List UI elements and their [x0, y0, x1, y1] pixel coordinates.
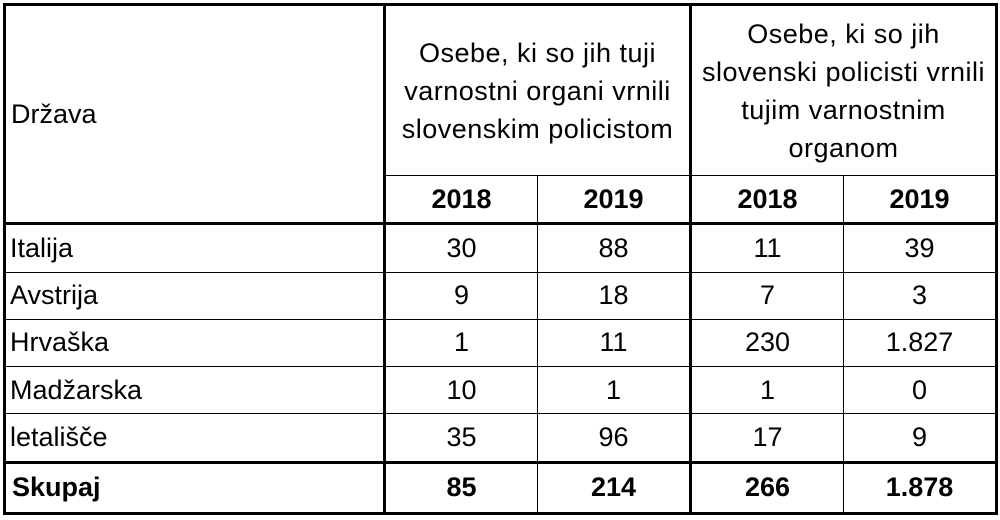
value-cell: 230: [690, 318, 845, 368]
total-row: Skupaj 85 214 266 1.878: [3, 460, 999, 516]
value-cell: 10: [384, 366, 538, 415]
total-value-cell: 214: [536, 460, 693, 516]
country-cell: Italija: [3, 223, 386, 273]
value-cell: 0: [843, 366, 999, 415]
year-header: 2018: [384, 174, 538, 226]
country-cell: Avstrija: [3, 271, 386, 320]
total-value-cell: 85: [384, 460, 538, 516]
value-cell: 9: [384, 271, 538, 320]
value-cell: 18: [536, 271, 693, 320]
value-cell: 1: [690, 366, 845, 415]
value-cell: 11: [690, 223, 845, 273]
year-header: 2019: [536, 174, 693, 226]
year-header: 2019: [843, 174, 999, 226]
value-cell: 3: [843, 271, 999, 320]
country-cell: Hrvaška: [3, 318, 386, 368]
country-cell: letališče: [3, 413, 386, 463]
header-row-groups: Država Osebe, ki so jih tuji varnostni o…: [3, 2, 999, 226]
total-value-cell: 266: [690, 460, 845, 516]
value-cell: 11: [536, 318, 693, 368]
returns-table: Država Osebe, ki so jih tuji varnostni o…: [3, 2, 999, 516]
value-cell: 17: [690, 413, 845, 463]
total-value-cell: 1.878: [843, 460, 999, 516]
total-label: Skupaj: [3, 460, 386, 516]
value-cell: 88: [536, 223, 693, 273]
value-cell: 1.827: [843, 318, 999, 368]
value-cell: 1: [384, 318, 538, 368]
table-row: Madžarska 10 1 1 0: [3, 366, 999, 415]
value-cell: 96: [536, 413, 693, 463]
value-cell: 35: [384, 413, 538, 463]
group-header-returned-to-slovenia: Osebe, ki so jih tuji varnostni organi v…: [383, 3, 693, 176]
value-cell: 1: [536, 366, 693, 415]
table-row: Hrvaška 1 11 230 1.827: [3, 318, 999, 368]
country-cell: Madžarska: [3, 366, 386, 415]
table-row: Italija 30 88 11 39: [3, 223, 999, 273]
value-cell: 39: [843, 223, 999, 273]
value-cell: 9: [843, 413, 999, 463]
table-row: Avstrija 9 18 7 3: [3, 271, 999, 320]
year-header: 2018: [690, 174, 845, 226]
group-header-returned-by-slovenia: Osebe, ki so jih slovenski policisti vrn…: [690, 3, 999, 176]
table-row: letališče 35 96 17 9: [3, 413, 999, 463]
value-cell: 30: [384, 223, 538, 273]
value-cell: 7: [690, 271, 845, 320]
header-row-years: 2018 2019 2018 2019: [5, 174, 999, 226]
country-column-header: Država: [3, 2, 386, 226]
